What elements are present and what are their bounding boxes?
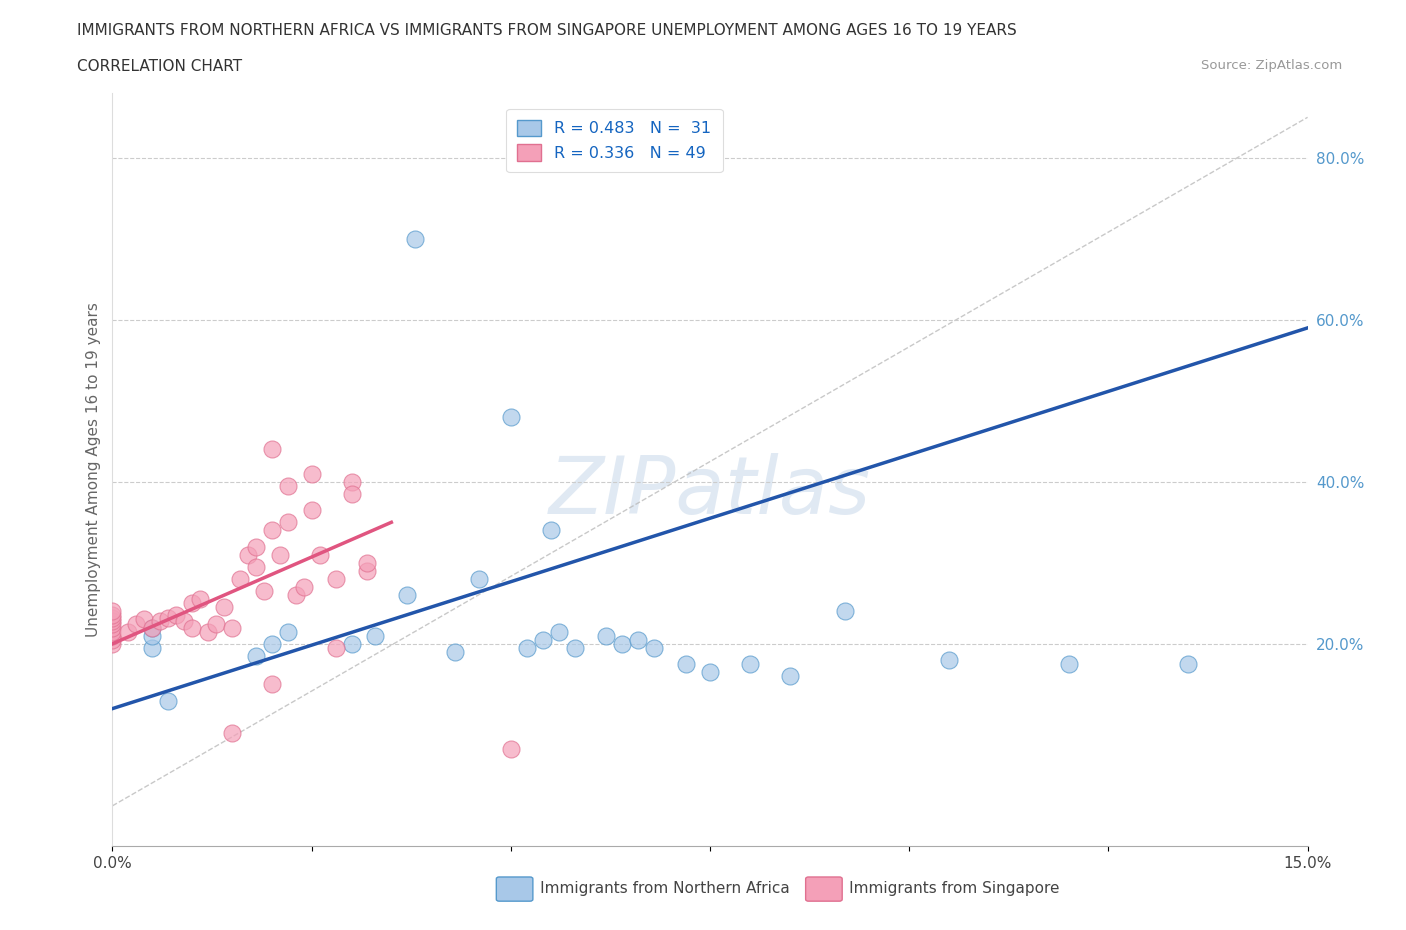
Point	[643, 641, 665, 656]
Point	[516, 641, 538, 656]
Point	[260, 523, 283, 538]
Point	[245, 648, 267, 663]
Text: Immigrants from Northern Africa: Immigrants from Northern Africa	[506, 881, 790, 896]
Point	[101, 636, 124, 651]
Y-axis label: Unemployment Among Ages 16 to 19 years: Unemployment Among Ages 16 to 19 years	[86, 302, 101, 637]
Point	[260, 677, 283, 692]
Text: IMMIGRANTS FROM NORTHERN AFRICA VS IMMIGRANTS FROM SINGAPORE UNEMPLOYMENT AMONG : IMMIGRANTS FROM NORTHERN AFRICA VS IMMIG…	[77, 23, 1017, 38]
Point	[101, 604, 124, 618]
Point	[245, 539, 267, 554]
Text: Immigrants from Singapore: Immigrants from Singapore	[815, 881, 1060, 896]
Point	[1177, 657, 1199, 671]
Point	[340, 486, 363, 501]
Point	[325, 641, 347, 656]
Point	[101, 624, 124, 639]
Point	[938, 653, 960, 668]
Point	[468, 572, 491, 587]
Point	[340, 474, 363, 489]
Point	[236, 547, 259, 562]
Point	[269, 547, 291, 562]
Point	[699, 665, 721, 680]
Point	[101, 614, 124, 629]
Point	[595, 629, 617, 644]
Point	[340, 636, 363, 651]
Point	[173, 614, 195, 629]
Point	[301, 503, 323, 518]
Point	[675, 657, 697, 671]
Point	[779, 669, 801, 684]
Point	[149, 614, 172, 629]
Point	[205, 616, 228, 631]
Point	[277, 515, 299, 530]
Text: CORRELATION CHART: CORRELATION CHART	[77, 59, 242, 73]
Point	[101, 629, 124, 644]
Point	[627, 632, 650, 647]
Point	[229, 572, 252, 587]
Point	[738, 657, 761, 671]
Point	[325, 572, 347, 587]
Point	[221, 725, 243, 740]
Point	[364, 629, 387, 644]
Point	[181, 596, 204, 611]
Point	[834, 604, 856, 618]
Point	[141, 629, 163, 644]
Point	[141, 641, 163, 656]
Text: Source: ZipAtlas.com: Source: ZipAtlas.com	[1202, 59, 1343, 72]
Point	[301, 466, 323, 481]
Point	[531, 632, 554, 647]
Point	[221, 620, 243, 635]
Point	[117, 624, 139, 639]
Point	[101, 632, 124, 647]
Point	[547, 624, 569, 639]
Point	[165, 607, 187, 622]
Point	[1057, 657, 1080, 671]
Point	[277, 478, 299, 493]
Point	[444, 644, 467, 659]
Point	[260, 442, 283, 457]
Point	[499, 741, 522, 756]
Point	[253, 584, 276, 599]
Point	[141, 620, 163, 635]
Point	[308, 547, 330, 562]
Point	[141, 620, 163, 635]
Text: ZIPatlas: ZIPatlas	[548, 453, 872, 531]
Point	[564, 641, 586, 656]
Point	[356, 555, 378, 570]
Point	[197, 624, 219, 639]
Point	[404, 232, 426, 246]
Point	[277, 624, 299, 639]
Point	[101, 607, 124, 622]
Point	[540, 523, 562, 538]
Point	[284, 588, 307, 603]
Point	[101, 610, 124, 625]
Point	[260, 636, 283, 651]
Point	[292, 579, 315, 594]
Point	[134, 612, 156, 627]
Point	[181, 620, 204, 635]
Point	[101, 616, 124, 631]
Point	[188, 591, 211, 606]
Point	[356, 564, 378, 578]
Point	[499, 409, 522, 424]
Point	[396, 588, 419, 603]
Legend: R = 0.483   N =  31, R = 0.336   N = 49: R = 0.483 N = 31, R = 0.336 N = 49	[506, 109, 723, 172]
Point	[157, 610, 180, 625]
Point	[157, 693, 180, 708]
Point	[612, 636, 634, 651]
Point	[245, 560, 267, 575]
Point	[101, 620, 124, 635]
Point	[125, 616, 148, 631]
Point	[212, 600, 235, 615]
